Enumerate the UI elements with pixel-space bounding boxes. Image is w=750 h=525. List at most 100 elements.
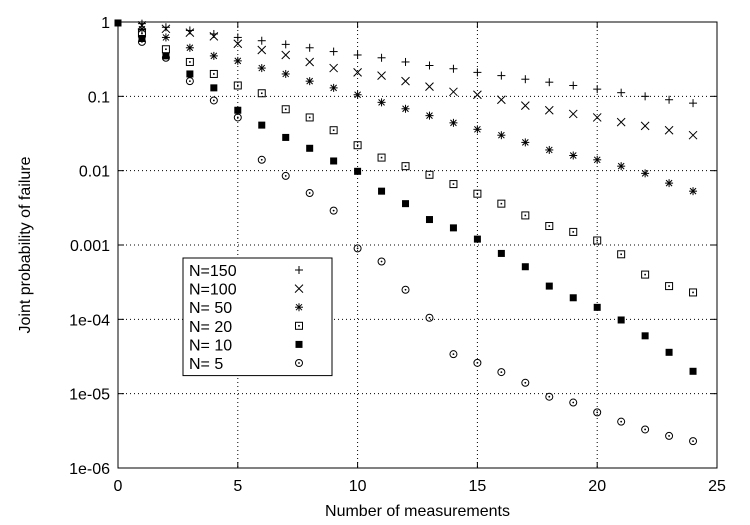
data-point [185, 28, 195, 37]
data-point [497, 131, 506, 140]
data-point [281, 69, 290, 78]
data-point [330, 157, 338, 165]
data-point [329, 206, 338, 215]
data-point [257, 155, 266, 164]
data-point [521, 211, 530, 220]
data-point [258, 121, 266, 129]
data-point [569, 227, 578, 236]
data-point [425, 82, 434, 91]
data-point [353, 244, 362, 253]
y-tick-label: 0.01 [79, 164, 110, 181]
series [137, 37, 698, 446]
data-point [665, 431, 674, 440]
series [137, 19, 698, 108]
series [114, 19, 697, 375]
data-point [521, 138, 530, 147]
data-point [306, 144, 314, 152]
data-point [545, 145, 554, 154]
y-tick-label: 1 [101, 15, 110, 32]
series [137, 29, 698, 297]
data-point [665, 348, 673, 356]
y-tick-label: 0.001 [70, 238, 110, 255]
data-point [233, 33, 242, 42]
data-point [305, 189, 314, 198]
data-point [593, 408, 602, 417]
legend-label: N= 5 [189, 356, 223, 373]
data-point [592, 113, 602, 122]
data-point [378, 187, 386, 195]
x-tick-label: 10 [349, 478, 367, 495]
axis-ticks [117, 21, 718, 469]
data-point [401, 57, 410, 66]
data-point [497, 249, 505, 257]
data-point [305, 43, 314, 52]
data-marks [114, 19, 698, 446]
data-point [641, 332, 649, 340]
data-point [209, 69, 218, 78]
legend-label: N= 20 [189, 319, 232, 336]
data-point [377, 53, 386, 62]
y-tick-label: 1e-05 [69, 387, 110, 404]
data-point [209, 51, 218, 60]
data-point [281, 50, 291, 60]
data-point [401, 285, 410, 294]
series [137, 25, 698, 196]
data-point [497, 368, 506, 377]
data-point [665, 282, 674, 291]
data-point [497, 95, 506, 105]
data-point [401, 162, 410, 171]
data-point [234, 106, 242, 114]
data-point [616, 117, 626, 127]
data-point [449, 224, 457, 232]
data-point [545, 222, 554, 231]
x-tick-label: 5 [233, 478, 242, 495]
data-point [473, 68, 482, 77]
data-point [665, 95, 674, 104]
data-point [641, 169, 650, 178]
data-point [497, 199, 506, 208]
x-tick-label: 25 [708, 478, 726, 495]
y-tick-label: 1e-06 [69, 461, 110, 478]
data-point [520, 101, 530, 110]
data-point [305, 57, 315, 67]
data-point [114, 19, 122, 27]
legend-label: N=100 [189, 282, 237, 299]
data-point [688, 130, 698, 140]
data-point [161, 45, 170, 54]
tick-labels: 0 5 10 15 20 25 1 0.1 0.01 0.001 1e-04 1e-05 1e-06 [69, 15, 726, 495]
data-point [593, 85, 602, 94]
data-point [257, 89, 266, 98]
data-point [545, 392, 554, 401]
data-point [521, 75, 530, 84]
legend-marker [295, 340, 303, 348]
legend-label: N=150 [189, 263, 237, 280]
data-point [473, 90, 482, 100]
data-point [186, 70, 194, 78]
data-point [425, 61, 434, 70]
legend-marker [294, 284, 304, 293]
data-point [210, 84, 218, 92]
data-point [521, 378, 530, 387]
data-point [665, 179, 674, 188]
data-point [162, 52, 170, 60]
data-point [425, 313, 434, 322]
data-point [402, 200, 410, 208]
data-point [593, 236, 602, 245]
data-point [473, 125, 482, 134]
data-point [617, 250, 626, 259]
y-tick-label: 1e-04 [69, 312, 110, 329]
data-point [545, 78, 554, 87]
legend-label: N= 50 [189, 300, 232, 317]
x-tick-label: 15 [469, 478, 487, 495]
data-point [593, 303, 601, 311]
data-point [640, 121, 650, 131]
data-point [569, 81, 578, 90]
data-point [233, 39, 243, 49]
data-point [569, 294, 577, 302]
legend-marker [295, 359, 303, 367]
y-axis-label: Joint probability of failure [17, 156, 34, 333]
data-point [377, 153, 386, 162]
data-point [209, 32, 219, 41]
data-point [354, 167, 362, 175]
